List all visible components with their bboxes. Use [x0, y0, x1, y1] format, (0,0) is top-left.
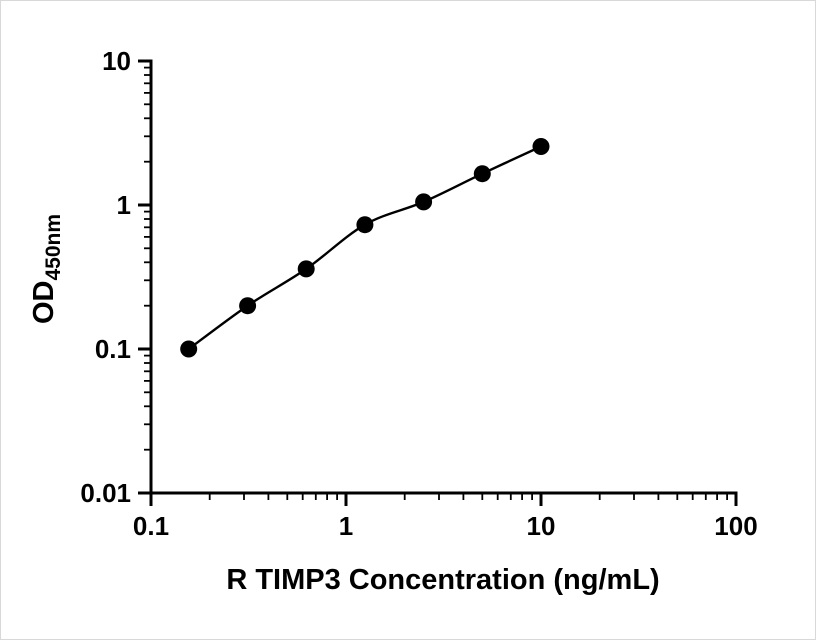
data-point [473, 165, 491, 183]
x-tick-label: 1 [339, 511, 353, 541]
plot-group [180, 138, 550, 358]
y-tick-label: 1 [117, 190, 131, 220]
y-axis-title-main: OD [28, 281, 60, 325]
data-point [239, 297, 257, 315]
y-tick-label: 0.01 [80, 478, 131, 508]
x-tick-label: 10 [527, 511, 556, 541]
data-point [356, 216, 374, 234]
y-tick-label: 10 [102, 46, 131, 76]
x-tick-label: 0.1 [133, 511, 169, 541]
y-axis-title: OD450nm [28, 214, 65, 324]
x-tick-label: 100 [714, 511, 757, 541]
y-tick-label: 0.1 [95, 334, 131, 364]
data-point [180, 340, 198, 358]
data-point [297, 260, 315, 278]
y-axis-title-sub: 450nm [42, 214, 65, 281]
data-point [532, 138, 550, 155]
data-point [415, 193, 433, 211]
x-axis-title: R TIMP3 Concentration (ng/mL) [226, 564, 659, 596]
